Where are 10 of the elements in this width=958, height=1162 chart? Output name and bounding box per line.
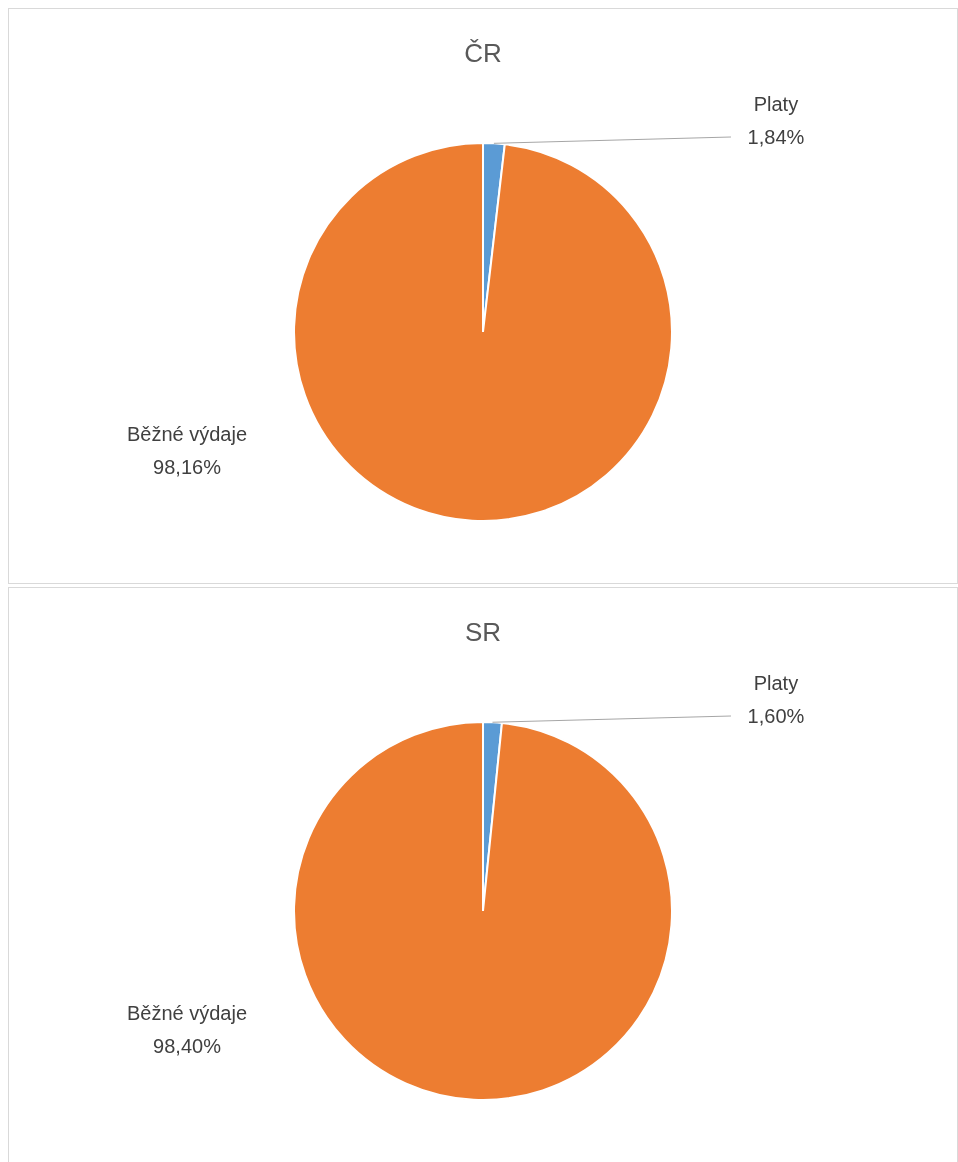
- data-label: 98,40%: [153, 1034, 222, 1057]
- data-label: 1,84%: [747, 125, 805, 148]
- data-label: 1,60%: [747, 704, 805, 727]
- slice-label: Běžné výdaje: [126, 422, 248, 445]
- data-label: 98,16%: [153, 455, 222, 478]
- chart-title: SR: [464, 617, 502, 648]
- slice-label: Běžné výdaje: [126, 1001, 248, 1024]
- slice-label: Platy: [753, 92, 799, 115]
- slice-label: Platy: [753, 671, 799, 694]
- chart-title: ČR: [464, 38, 502, 69]
